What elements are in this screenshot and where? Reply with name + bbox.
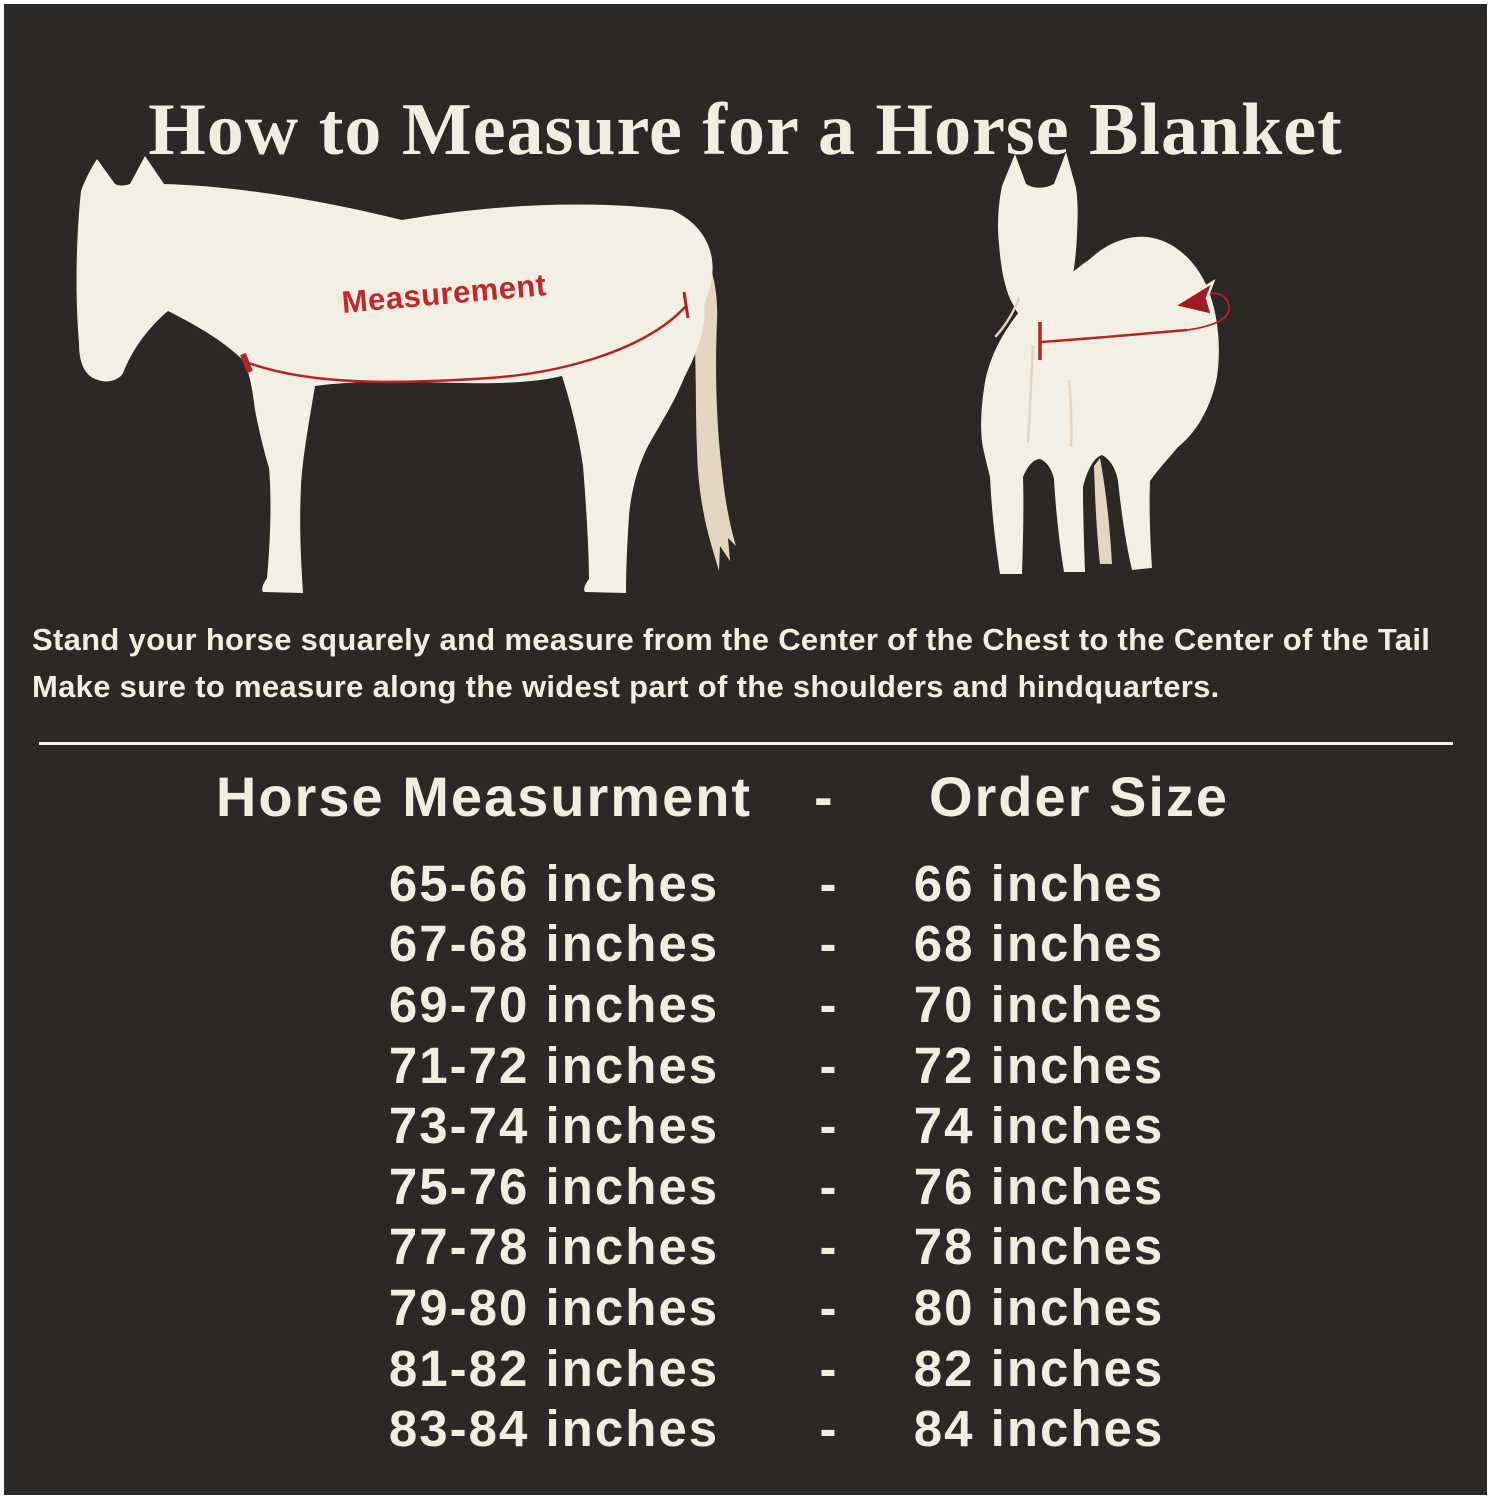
- separator-cell: -: [819, 1218, 839, 1276]
- table-row: 75-76 inches - 76 inches: [349, 1156, 1179, 1217]
- separator-cell: -: [819, 1339, 839, 1397]
- horse-side-silhouette: Measurement: [76, 156, 736, 593]
- separator-cell: -: [819, 1157, 839, 1215]
- order-cell: 68 inches: [913, 915, 1165, 973]
- measurement-cell: 79-80 inches: [388, 1278, 720, 1336]
- separator-cell: -: [819, 915, 839, 973]
- separator-cell: -: [819, 1097, 839, 1155]
- separator-cell: -: [819, 1036, 839, 1094]
- measurement-tick-tail: [682, 291, 690, 319]
- order-cell: 70 inches: [913, 975, 1165, 1033]
- instructions-line-2: Make sure to measure along the widest pa…: [32, 669, 1220, 704]
- wrap-line: [1039, 328, 1188, 344]
- instructions-text: Stand your horse squarely and measure fr…: [32, 616, 1477, 710]
- table-row: 69-70 inches - 70 inches: [349, 974, 1179, 1035]
- shoulder-shade-line: [1067, 379, 1073, 448]
- measurement-cell: 65-66 inches: [388, 854, 720, 912]
- header-separator: -: [814, 765, 835, 828]
- header-order-size: Order Size: [928, 765, 1230, 828]
- table-row: 79-80 inches - 80 inches: [349, 1277, 1179, 1338]
- size-table-header: Horse Measurment - Order Size: [154, 764, 1324, 829]
- separator-cell: -: [819, 854, 839, 912]
- size-table: 65-66 inches - 66 inches 67-68 inches - …: [349, 853, 1179, 1459]
- order-cell: 84 inches: [913, 1400, 1165, 1458]
- measurement-cell: 77-78 inches: [388, 1218, 720, 1276]
- order-cell: 78 inches: [913, 1218, 1165, 1276]
- jaw-shade-line: [994, 296, 1021, 338]
- horse-tail: [662, 214, 736, 571]
- measurement-cell: 71-72 inches: [388, 1036, 720, 1094]
- chest-shade-line: [1026, 344, 1035, 444]
- table-row: 83-84 inches - 84 inches: [349, 1398, 1179, 1459]
- measurement-line: [245, 305, 687, 384]
- measurement-tick-chest: [240, 352, 253, 374]
- measurement-cell: 73-74 inches: [388, 1097, 720, 1155]
- separator-cell: -: [819, 975, 839, 1033]
- wrap-arrow-icon: [1170, 279, 1216, 317]
- order-cell: 80 inches: [913, 1278, 1165, 1336]
- table-row: 71-72 inches - 72 inches: [349, 1035, 1179, 1096]
- hind-leg-shade: [1094, 458, 1112, 564]
- table-row: 65-66 inches - 66 inches: [349, 853, 1179, 914]
- header-measurement: Horse Measurment: [215, 765, 753, 828]
- table-row: 73-74 inches - 74 inches: [349, 1095, 1179, 1156]
- separator-cell: -: [819, 1400, 839, 1458]
- wrap-loop: [1186, 292, 1230, 331]
- horse-body: [76, 156, 713, 593]
- table-row: 67-68 inches - 68 inches: [349, 914, 1179, 975]
- measurement-cell: 69-70 inches: [388, 975, 720, 1033]
- order-cell: 76 inches: [913, 1157, 1165, 1215]
- divider-line: [39, 742, 1453, 745]
- measurement-cell: 81-82 inches: [388, 1339, 720, 1397]
- measurement-cell: 75-76 inches: [388, 1157, 720, 1215]
- order-cell: 72 inches: [913, 1036, 1165, 1094]
- horse-front-silhouette: [981, 152, 1230, 574]
- measurement-cell: 67-68 inches: [388, 915, 720, 973]
- table-row: 77-78 inches - 78 inches: [349, 1217, 1179, 1278]
- order-cell: 82 inches: [913, 1339, 1165, 1397]
- infographic-panel: How to Measure for a Horse Blanket Measu…: [4, 4, 1487, 1495]
- horse-front-head: [998, 152, 1078, 324]
- measurement-cell: 83-84 inches: [388, 1400, 720, 1458]
- instructions-line-1: Stand your horse squarely and measure fr…: [32, 622, 1431, 657]
- page-title: How to Measure for a Horse Blanket: [148, 88, 1343, 171]
- order-cell: 74 inches: [913, 1097, 1165, 1155]
- table-row: 81-82 inches - 82 inches: [349, 1338, 1179, 1399]
- separator-cell: -: [819, 1278, 839, 1336]
- order-cell: 66 inches: [913, 854, 1165, 912]
